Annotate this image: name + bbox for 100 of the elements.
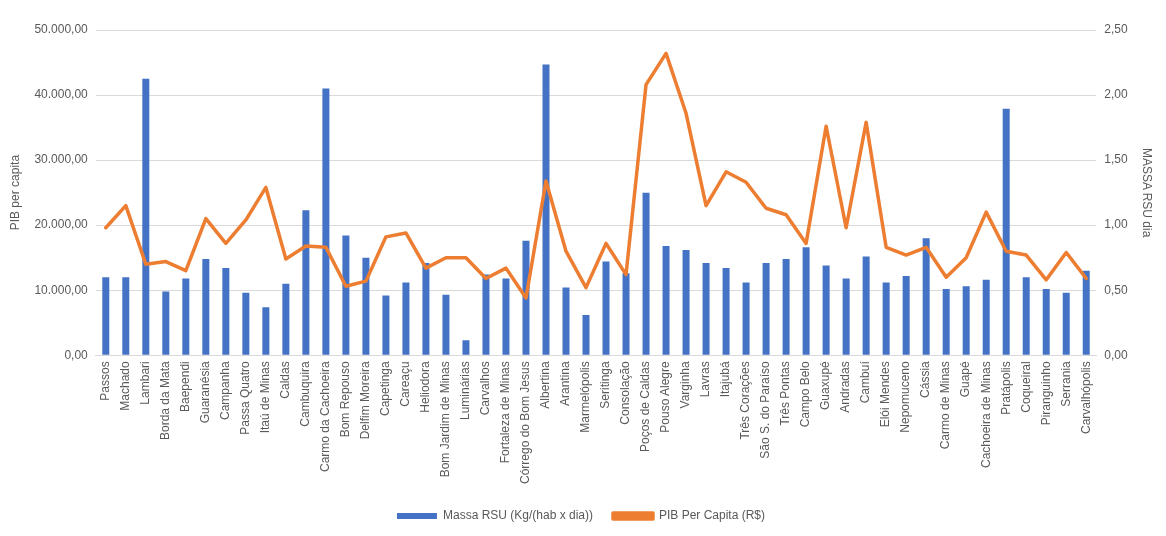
x-tick-label: Albertina (538, 360, 553, 409)
x-tick-label: Caldas (278, 361, 293, 399)
x-tick-label: Machado (118, 360, 133, 411)
y-tick-label: 50.000,00 (34, 22, 89, 37)
bar (422, 262, 430, 355)
x-tick-label: Carmo da Cachoeira (318, 360, 333, 472)
x-tick-label: Consolação (618, 360, 633, 425)
x-tick-label: Pouso Alegre (658, 360, 673, 433)
y-tick-label: 20.000,00 (34, 217, 89, 232)
x-tick-label: Campo Belo (798, 360, 813, 428)
x-tick-label: Três Corações (738, 361, 753, 440)
x-tick-label: Passos (98, 361, 113, 401)
bar (562, 287, 570, 355)
x-tick-label: Cambuí (858, 360, 873, 404)
x-tick-label: Andradas (838, 361, 853, 413)
bar (442, 294, 450, 355)
y-tick-label: 10.000,00 (34, 282, 89, 297)
x-tick-label: Pratápolis (998, 361, 1013, 415)
bar (202, 258, 210, 355)
y2-tick-label: 0,00 (1104, 347, 1128, 362)
x-tick-label: Elói Mendes (878, 361, 893, 428)
y2-tick-label: 2,00 (1104, 87, 1128, 102)
bar (962, 286, 970, 355)
bar (142, 78, 150, 355)
y-axis-title: PIB per capita (7, 154, 22, 231)
x-tick-label: Itajubá (718, 360, 733, 398)
bar (1062, 292, 1070, 355)
x-tick-label: Marmelópolis (578, 361, 593, 433)
x-tick-label: Heliodora (418, 360, 433, 413)
bar (342, 235, 350, 355)
bar (262, 307, 270, 355)
x-tick-label: São S. do Paraíso (758, 360, 773, 459)
x-tick-label: Guapé (958, 360, 973, 398)
y2-tick-label: 1,00 (1104, 217, 1128, 232)
x-tick-label: Córrego do Bom Jesus (518, 361, 533, 485)
bar (222, 268, 230, 355)
y-tick-label: 30.000,00 (34, 152, 89, 167)
x-tick-label: Piranguinho (1038, 360, 1053, 426)
x-tick-label: Campanha (218, 360, 233, 420)
x-tick-label: Itaú de Minas (258, 361, 273, 434)
bar (702, 262, 710, 355)
bar (1042, 288, 1050, 355)
bar (942, 288, 950, 355)
bar (582, 314, 590, 355)
x-tick-label: Baependi (178, 361, 193, 412)
x-tick-label: Passa Quatro (238, 360, 253, 435)
x-tick-label: Carvalhópolis (1078, 361, 1093, 434)
bar (762, 262, 770, 355)
bar (802, 247, 810, 355)
x-tick-label: Capetinga (378, 360, 393, 416)
x-tick-label: Serrania (1058, 360, 1073, 407)
x-tick-label: Varginha (678, 360, 693, 409)
bar (882, 282, 890, 355)
bar (982, 279, 990, 355)
bar (282, 283, 290, 355)
bar (482, 274, 490, 355)
legend-label: Massa RSU (Kg/(hab x dia)) (442, 508, 594, 523)
x-tick-label: Bom Repouso (338, 360, 353, 438)
x-tick-label: Cambuquira (298, 360, 313, 427)
legend-label: PIB Per Capita (R$) (659, 508, 766, 523)
x-tick-label: Fortaleza de Minas (498, 361, 513, 464)
x-tick-label: Poços de Caldas (638, 361, 653, 453)
bar (922, 238, 930, 355)
y2-tick-label: 1,50 (1104, 152, 1128, 167)
x-tick-label: Guaranésia (198, 360, 213, 424)
bar (602, 261, 610, 355)
bar (1082, 270, 1090, 355)
bar (842, 278, 850, 355)
bar (1022, 277, 1030, 355)
bar (242, 292, 250, 355)
x-tick-label: Nepomuceno (898, 360, 913, 433)
y-tick-label: 0,00 (64, 347, 89, 362)
bar (682, 249, 690, 355)
x-tick-label: Seritinga (598, 360, 613, 409)
bar (742, 282, 750, 355)
x-tick-label: Borda da Mata (158, 360, 173, 440)
bar (622, 273, 630, 355)
bar (462, 340, 470, 355)
x-tick-label: Delfim Moreira (358, 360, 373, 440)
x-tick-label: Carmo de Minas (938, 361, 953, 450)
x-tick-label: Lambari (138, 361, 153, 405)
bar (822, 265, 830, 355)
x-tick-label: Coqueiral (1018, 361, 1033, 413)
bar (542, 64, 550, 355)
y-tick-label: 40.000,00 (34, 87, 89, 102)
bar (782, 258, 790, 355)
x-tick-label: Arantina (558, 360, 573, 406)
x-tick-label: Bom Jardim de Minas (438, 361, 453, 478)
bar (362, 257, 370, 355)
bar (502, 278, 510, 355)
x-tick-label: Lavras (698, 361, 713, 398)
bar (182, 278, 190, 355)
bar (722, 268, 730, 355)
bar (862, 256, 870, 355)
y2-axis-title: MASSA RSU dia (1140, 147, 1155, 238)
bar (662, 245, 670, 355)
bar (162, 291, 170, 355)
y2-tick-label: 2,50 (1104, 22, 1128, 37)
bar (302, 210, 310, 355)
x-tick-label: Luminárias (458, 361, 473, 420)
